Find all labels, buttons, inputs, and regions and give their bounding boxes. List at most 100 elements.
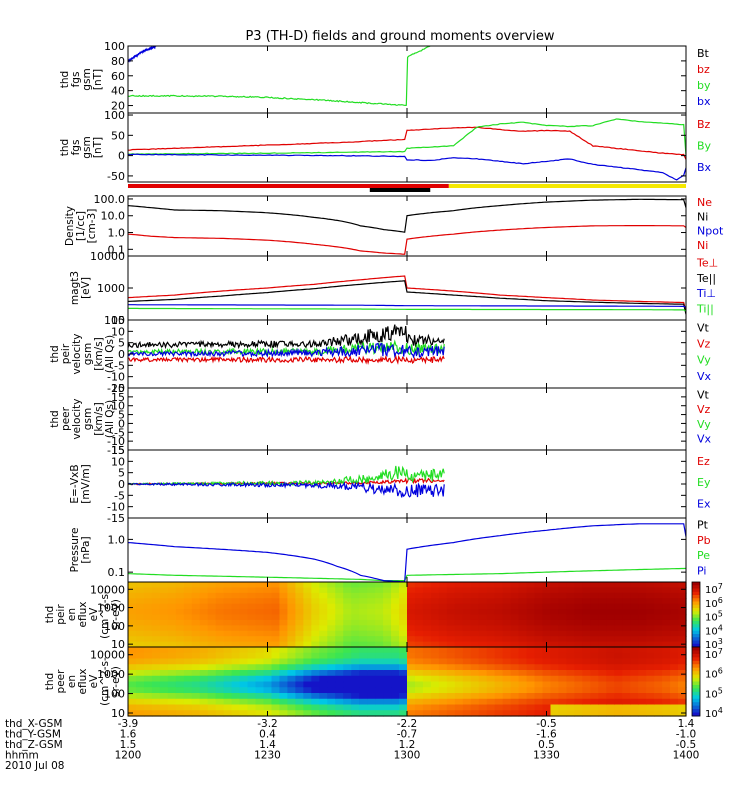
heat-cell-peir_spec-65-4 <box>646 603 655 610</box>
heat-cell-peir_spec-20-3 <box>287 598 296 605</box>
heat-cell-peer_spec-46-9 <box>494 698 504 706</box>
heat-cell-peer_spec-53-0 <box>550 647 560 654</box>
heat-cell-peer_spec-49-10 <box>518 704 528 711</box>
heat-cell-peir_spec-28-4 <box>351 603 360 610</box>
heat-cell-peir_spec-44-3 <box>478 598 488 605</box>
heat-cell-peer_spec-28-8 <box>351 693 360 700</box>
heat-cell-peir_spec-21-4 <box>295 603 304 610</box>
heat-cell-peer_spec-40-11 <box>446 710 456 717</box>
heat-cell-peir_spec-35-3 <box>407 598 416 605</box>
heat-cell-peir_spec-51-9 <box>534 630 544 637</box>
heat-cell-peer_spec-59-6 <box>598 681 607 688</box>
heat-cell-peir_spec-68-0 <box>670 582 679 589</box>
heat-cell-peer_spec-18-7 <box>271 687 281 694</box>
heat-cell-peir_spec-34-1 <box>399 587 408 594</box>
heat-cell-peir_spec-10-8 <box>207 625 217 632</box>
heat-cell-peir_spec-41-1 <box>454 587 464 594</box>
heat-cell-peer_spec-7-11 <box>183 710 193 717</box>
colorbar-cell-peir_spec-19 <box>692 643 700 648</box>
heat-cell-peir_spec-20-4 <box>287 603 296 610</box>
heat-cell-peir_spec-41-3 <box>454 598 464 605</box>
heat-cell-peir_spec-6-1 <box>175 587 185 594</box>
heat-cell-peir_spec-41-2 <box>454 592 464 599</box>
yticklabel-density-1: 10.0 <box>101 210 126 223</box>
heat-cell-peer_spec-30-5 <box>367 675 376 683</box>
heat-cell-peir_spec-53-2 <box>550 592 560 599</box>
heat-cell-peir_spec-37-7 <box>422 619 432 626</box>
heat-cell-peir_spec-54-2 <box>558 592 568 599</box>
heat-cell-peir_spec-43-5 <box>470 609 480 616</box>
heat-cell-peir_spec-1-11 <box>135 641 145 648</box>
heat-cell-peer_spec-61-8 <box>614 693 623 700</box>
colorbar-cell-peer_spec-16 <box>692 702 700 707</box>
heat-cell-peer_spec-37-9 <box>422 698 432 706</box>
heat-cell-peer_spec-56-0 <box>574 647 583 654</box>
heat-cell-peir_spec-21-1 <box>295 587 304 594</box>
heat-cell-peer_spec-42-3 <box>462 664 472 671</box>
heat-cell-peir_spec-31-1 <box>375 587 384 594</box>
heat-cell-peer_spec-13-5 <box>231 675 241 683</box>
heat-cell-peir_spec-19-7 <box>279 619 289 626</box>
heat-cell-peir_spec-67-11 <box>662 641 671 648</box>
heat-cell-peer_spec-15-2 <box>247 658 257 665</box>
heat-cell-peir_spec-12-0 <box>223 582 233 589</box>
heat-cell-peer_spec-54-2 <box>558 658 568 665</box>
heat-cell-peir_spec-42-11 <box>462 641 472 648</box>
heat-cell-peer_spec-25-0 <box>327 647 336 654</box>
heat-cell-peer_spec-17-10 <box>263 704 273 711</box>
heat-cell-peir_spec-16-1 <box>255 587 265 594</box>
heat-cell-peer_spec-14-7 <box>239 687 249 694</box>
heat-cell-peir_spec-2-4 <box>143 603 153 610</box>
heat-cell-peer_spec-27-3 <box>343 664 352 671</box>
heat-cell-peer_spec-10-6 <box>207 681 217 688</box>
xaxis-value-0-3: -0.5 <box>536 718 557 730</box>
ylabel-peer-1: peer <box>60 406 72 431</box>
heat-cell-peer_spec-44-4 <box>478 670 488 677</box>
heat-cell-peir_spec-28-8 <box>351 625 360 632</box>
yticklabel-peer-2: 10 <box>111 400 125 413</box>
heat-cell-peer_spec-25-2 <box>327 658 336 665</box>
heat-cell-peir_spec-26-8 <box>335 625 344 632</box>
heat-cell-peir_spec-13-1 <box>231 587 241 594</box>
heat-cell-peir_spec-19-5 <box>279 609 289 616</box>
yticklabel-peer_spec-0: 10000 <box>90 649 125 662</box>
heat-cell-peir_spec-28-0 <box>351 582 360 589</box>
heat-cell-peir_spec-57-2 <box>582 592 591 599</box>
heat-cell-peer_spec-21-10 <box>295 704 304 711</box>
heat-cell-peir_spec-16-10 <box>255 636 265 643</box>
heat-cell-peir_spec-28-11 <box>351 641 360 648</box>
heat-cell-peir_spec-53-3 <box>550 598 560 605</box>
heat-cell-peir_spec-18-11 <box>271 641 281 648</box>
colorbar-cell-peer_spec-17 <box>692 705 700 710</box>
heat-cell-peer_spec-19-1 <box>279 652 289 660</box>
heat-cell-peir_spec-24-5 <box>319 609 328 616</box>
colorbar-label-peer_spec-3: 104 <box>705 706 723 720</box>
series-group-pressure <box>128 523 686 582</box>
heat-cell-peer_spec-63-1 <box>630 652 639 660</box>
heat-cell-peer_spec-23-10 <box>311 704 320 711</box>
xaxis-value-3-1: 1230 <box>254 750 281 762</box>
heat-cell-peer_spec-63-0 <box>630 647 639 654</box>
heat-cell-peir_spec-19-11 <box>279 641 289 648</box>
heat-cell-peer_spec-52-4 <box>542 670 552 677</box>
heat-cell-peer_spec-9-5 <box>199 675 209 683</box>
heat-cell-peer_spec-35-1 <box>407 652 416 660</box>
heat-cell-peer_spec-50-10 <box>526 704 536 711</box>
yticklabel-efield-6: -15 <box>107 512 125 525</box>
heat-cell-peir_spec-25-2 <box>327 592 336 599</box>
heat-cell-peer_spec-66-0 <box>654 647 663 654</box>
heat-cell-peir_spec-41-4 <box>454 603 464 610</box>
heat-cell-peer_spec-37-7 <box>422 687 432 694</box>
heat-cell-peer_spec-2-5 <box>143 675 153 683</box>
heat-cell-peer_spec-10-2 <box>207 658 217 665</box>
heat-cell-peir_spec-64-1 <box>638 587 647 594</box>
heat-cell-peer_spec-54-0 <box>558 647 568 654</box>
heat-cell-peir_spec-66-9 <box>654 630 663 637</box>
heat-cell-peir_spec-32-11 <box>383 641 392 648</box>
heat-cell-peer_spec-24-0 <box>319 647 328 654</box>
heat-cell-peir_spec-28-7 <box>351 619 360 626</box>
heat-cell-peir_spec-19-2 <box>279 592 289 599</box>
heat-cell-peer_spec-7-2 <box>183 658 193 665</box>
heat-cell-peir_spec-69-6 <box>678 614 687 621</box>
heat-cell-peir_spec-2-2 <box>143 592 153 599</box>
